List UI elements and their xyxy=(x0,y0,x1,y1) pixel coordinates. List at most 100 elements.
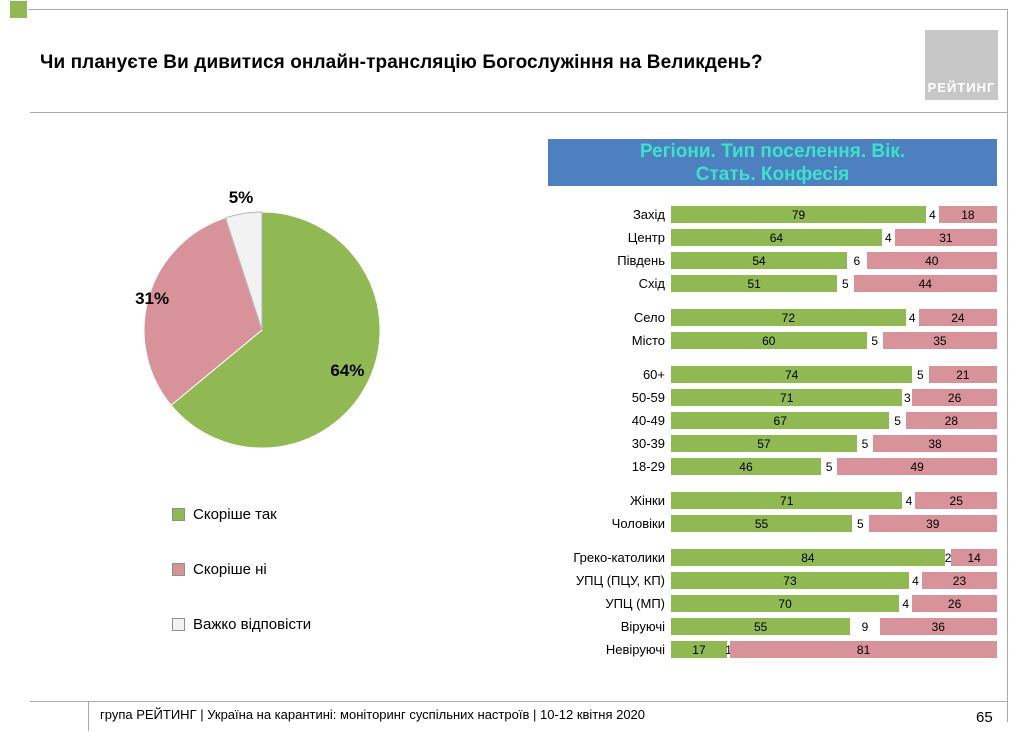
bar-row: Греко-католики 84 2 14 xyxy=(548,549,997,566)
rating-logo-text: РЕЙТИНГ xyxy=(927,80,996,95)
bar-chart: Захід 79 4 18 Центр 64 4 31 Південь 54 6 40 Схід 51 5 4… xyxy=(548,206,997,675)
bar-group: Захід 79 4 18 Центр 64 4 31 Південь 54 6 40 Схід 51 5 4… xyxy=(548,206,997,292)
bar-row: Схід 51 5 44 xyxy=(548,275,997,292)
bar-segment-yes: 57 xyxy=(671,435,857,452)
bar-segment-yes: 60 xyxy=(671,332,867,349)
pie-slice xyxy=(170,211,381,449)
bar-segment-yes: 72 xyxy=(671,309,906,326)
bar-track: 67 5 28 xyxy=(671,412,997,429)
bar-row: Чоловіки 55 5 39 xyxy=(548,515,997,532)
bar-row: Жінки 71 4 25 xyxy=(548,492,997,509)
bar-track: 51 5 44 xyxy=(671,275,997,292)
bar-track: 55 5 39 xyxy=(671,515,997,532)
bar-segment-no: 40 xyxy=(866,252,997,269)
bar-row-label: 40-49 xyxy=(631,413,665,428)
bar-track: 71 3 26 xyxy=(671,389,997,406)
bar-segment-no: 25 xyxy=(915,492,997,509)
pie-value-label: 31% xyxy=(135,289,169,308)
bar-segment-undecided: 5 xyxy=(889,412,906,429)
bar-row-label: Місто xyxy=(631,333,665,348)
bar-segment-no: 39 xyxy=(868,515,997,532)
bar-row: Південь 54 6 40 xyxy=(548,252,997,269)
bar-segment-no: 36 xyxy=(879,618,997,635)
bar-row-label: УПЦ (ПЦУ, КП) xyxy=(575,573,665,588)
bar-segment-no: 26 xyxy=(912,389,997,406)
page-number: 65 xyxy=(976,709,993,726)
breakdown-header: Регіони. Тип поселення. Вік. Стать. Конф… xyxy=(548,139,997,186)
bar-segment-yes: 46 xyxy=(671,458,821,475)
bar-row: УПЦ (ПЦУ, КП) 73 4 23 xyxy=(548,572,997,589)
legend-label-undecided: Важко відповісти xyxy=(193,615,312,633)
bar-row-label: Невіруючі xyxy=(605,642,665,657)
pie-slice xyxy=(143,217,263,406)
bar-row-label: 60+ xyxy=(642,367,665,382)
bar-track: 46 5 49 xyxy=(671,458,997,475)
bar-segment-yes: 71 xyxy=(671,389,903,406)
bar-segment-yes: 84 xyxy=(671,549,945,566)
bar-row-label: Греко-католики xyxy=(573,550,665,565)
bar-segment-no: 21 xyxy=(928,366,997,383)
bar-row: Центр 64 4 31 xyxy=(548,229,997,246)
bar-segment-undecided: 4 xyxy=(899,595,913,612)
bar-group: Греко-католики 84 2 14 УПЦ (ПЦУ, КП) 73 4 23 УПЦ… xyxy=(548,549,997,658)
legend-item-yes: Скоріше так xyxy=(172,506,311,523)
bar-segment-undecided: 4 xyxy=(908,572,922,589)
bar-row-label: Віруючі xyxy=(620,619,665,634)
bar-segment-undecided: 9 xyxy=(850,618,880,635)
bar-row-label: 50-59 xyxy=(631,390,665,405)
bar-track: 54 6 40 xyxy=(671,252,997,269)
bar-segment-no: 18 xyxy=(938,206,997,223)
bar-segment-no: 14 xyxy=(951,549,997,566)
footer-text: група РЕЙТИНГ | Україна на карантині: мо… xyxy=(100,707,646,722)
bar-segment-yes: 64 xyxy=(671,229,882,246)
bar-segment-no: 81 xyxy=(730,641,997,658)
bar-segment-yes: 55 xyxy=(671,618,851,635)
bar-segment-undecided: 3 xyxy=(902,389,913,406)
legend-swatch-yes xyxy=(172,507,185,521)
bar-row: 60+ 74 5 21 xyxy=(548,366,997,383)
bar-segment-undecided: 1 xyxy=(725,641,732,658)
bar-row: Невіруючі 17 1 81 xyxy=(548,641,997,658)
bar-row: Село 72 4 24 xyxy=(548,309,997,326)
bar-segment-no: 38 xyxy=(873,435,997,452)
bar-track: 73 4 23 xyxy=(671,572,997,589)
bar-segment-no: 31 xyxy=(894,229,997,246)
rating-logo: РЕЙТИНГ xyxy=(925,30,998,100)
corner-accent-square xyxy=(10,1,27,18)
bar-row-label: Схід xyxy=(638,276,665,291)
bar-track: 71 4 25 xyxy=(671,492,997,509)
legend-label-no: Скоріше ні xyxy=(193,560,267,578)
bar-segment-undecided: 5 xyxy=(837,275,854,292)
bar-segment-undecided: 5 xyxy=(852,515,869,532)
bar-segment-yes: 54 xyxy=(671,252,848,269)
bar-track: 70 4 26 xyxy=(671,595,997,612)
bar-row: Захід 79 4 18 xyxy=(548,206,997,223)
bar-track: 64 4 31 xyxy=(671,229,997,246)
bar-segment-yes: 73 xyxy=(671,572,909,589)
bar-track: 79 4 18 xyxy=(671,206,997,223)
bar-track: 57 5 38 xyxy=(671,435,997,452)
bar-segment-undecided: 5 xyxy=(866,332,883,349)
legend-item-no: Скоріше ні xyxy=(172,560,311,578)
bar-segment-yes: 70 xyxy=(671,595,900,612)
bar-track: 74 5 21 xyxy=(671,366,997,383)
bar-segment-yes: 55 xyxy=(671,515,853,532)
bar-segment-undecided: 4 xyxy=(925,206,939,223)
bar-segment-undecided: 4 xyxy=(881,229,895,246)
bar-track: 55 9 36 xyxy=(671,618,997,635)
bar-row: УПЦ (МП) 70 4 26 xyxy=(548,595,997,612)
bar-segment-undecided: 4 xyxy=(905,309,919,326)
bar-row: 50-59 71 3 26 xyxy=(548,389,997,406)
bar-segment-yes: 74 xyxy=(671,366,913,383)
top-divider xyxy=(28,9,1007,10)
bar-segment-undecided: 5 xyxy=(820,458,838,475)
bar-group: Жінки 71 4 25 Чоловіки 55 5 39 xyxy=(548,492,997,532)
bar-segment-undecided: 4 xyxy=(902,492,916,509)
breakdown-header-line1: Регіони. Тип поселення. Вік. xyxy=(639,141,906,162)
bar-segment-no: 26 xyxy=(912,595,997,612)
bar-segment-undecided: 5 xyxy=(912,366,929,383)
bar-track: 17 1 81 xyxy=(671,641,997,658)
right-divider xyxy=(1007,9,1008,722)
pie-value-label: 5% xyxy=(229,188,254,207)
bar-row-label: Центр xyxy=(627,230,665,245)
